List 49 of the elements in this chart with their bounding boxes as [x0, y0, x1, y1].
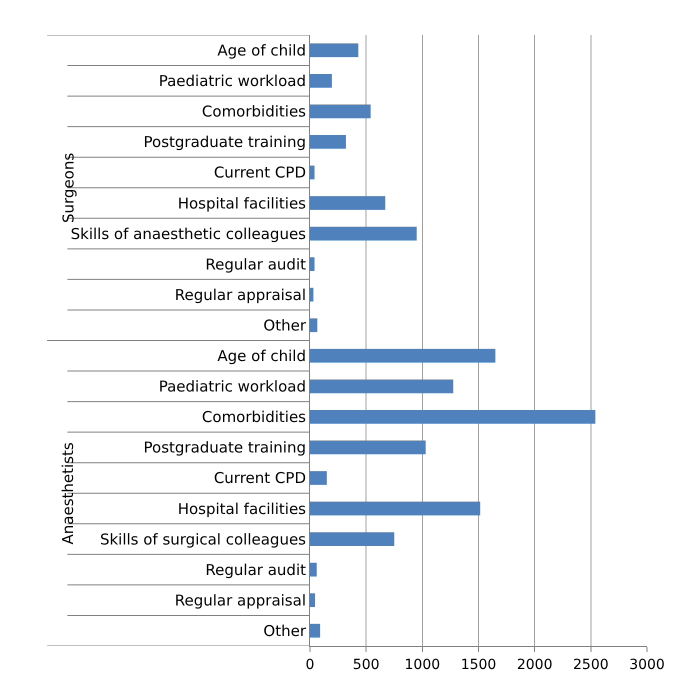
bar — [310, 532, 394, 546]
x-tick-label: 1500 — [460, 656, 496, 673]
y-tick-label: Postgraduate training — [144, 438, 306, 457]
y-tick-label: Skills of surgical colleagues — [100, 530, 306, 548]
x-tick-label: 2000 — [516, 656, 552, 673]
bar — [310, 166, 314, 180]
bar — [310, 43, 358, 58]
y-tick-label: Regular appraisal — [174, 286, 306, 304]
bar — [310, 379, 454, 394]
bar — [310, 348, 496, 363]
y-tick-label: Comorbidities — [202, 408, 306, 426]
x-tick-label: 1000 — [404, 656, 440, 673]
text: Surgeons — [60, 152, 78, 223]
bar — [310, 135, 346, 149]
bar — [310, 104, 371, 118]
y-tick-label: Current CPD — [214, 469, 306, 488]
bar — [310, 410, 596, 424]
text: Anaesthetists — [59, 442, 77, 544]
x-tick-label: 2500 — [573, 656, 609, 673]
bar — [310, 624, 320, 638]
x-tick-label: 0 — [306, 656, 314, 673]
y-tick-label: Regular audit — [205, 255, 306, 274]
y-tick-label: Age of child — [217, 347, 306, 366]
y-tick-label: Current CPD — [214, 164, 306, 182]
bar — [310, 226, 417, 240]
y-tick-label: Regular audit — [205, 560, 306, 579]
bar — [310, 502, 480, 516]
y-tick-label: Regular appraisal — [174, 591, 306, 610]
bar — [310, 593, 316, 608]
x-tick-label: 3000 — [629, 656, 665, 673]
y-tick-label: Comorbidities — [202, 102, 306, 121]
y-tick-label: Postgraduate training — [144, 133, 306, 152]
bar — [310, 288, 314, 302]
y-tick-label: Paediatric workload — [158, 72, 306, 90]
y-tick-label: Age of child — [217, 42, 306, 60]
y-tick-label: Paediatric workload — [158, 378, 306, 396]
bar — [310, 196, 386, 210]
y-tick-label: Skills of anaesthetic colleagues — [70, 224, 306, 243]
bar — [310, 562, 317, 576]
y-tick-label: Hospital facilities — [178, 194, 306, 212]
y-tick-label: Other — [263, 622, 307, 640]
bar — [310, 471, 327, 485]
x-tick-label: 500 — [352, 656, 380, 673]
bar — [310, 318, 318, 332]
bar — [310, 440, 426, 454]
y-tick-label: Other — [263, 316, 307, 334]
bar — [310, 257, 314, 271]
y-tick-label: Hospital facilities — [178, 500, 306, 518]
bar — [310, 74, 332, 88]
